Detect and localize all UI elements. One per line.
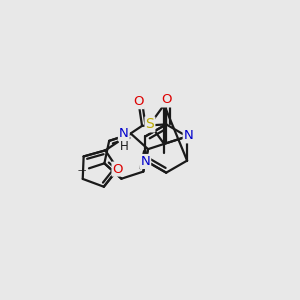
Text: O: O (112, 163, 123, 176)
Text: O: O (133, 95, 144, 108)
Text: S: S (146, 117, 154, 131)
Text: N: N (140, 155, 150, 168)
Text: N: N (184, 129, 194, 142)
Text: H: H (119, 140, 128, 153)
Text: N: N (119, 128, 129, 140)
Text: —: — (78, 166, 86, 175)
Text: O: O (161, 93, 171, 106)
